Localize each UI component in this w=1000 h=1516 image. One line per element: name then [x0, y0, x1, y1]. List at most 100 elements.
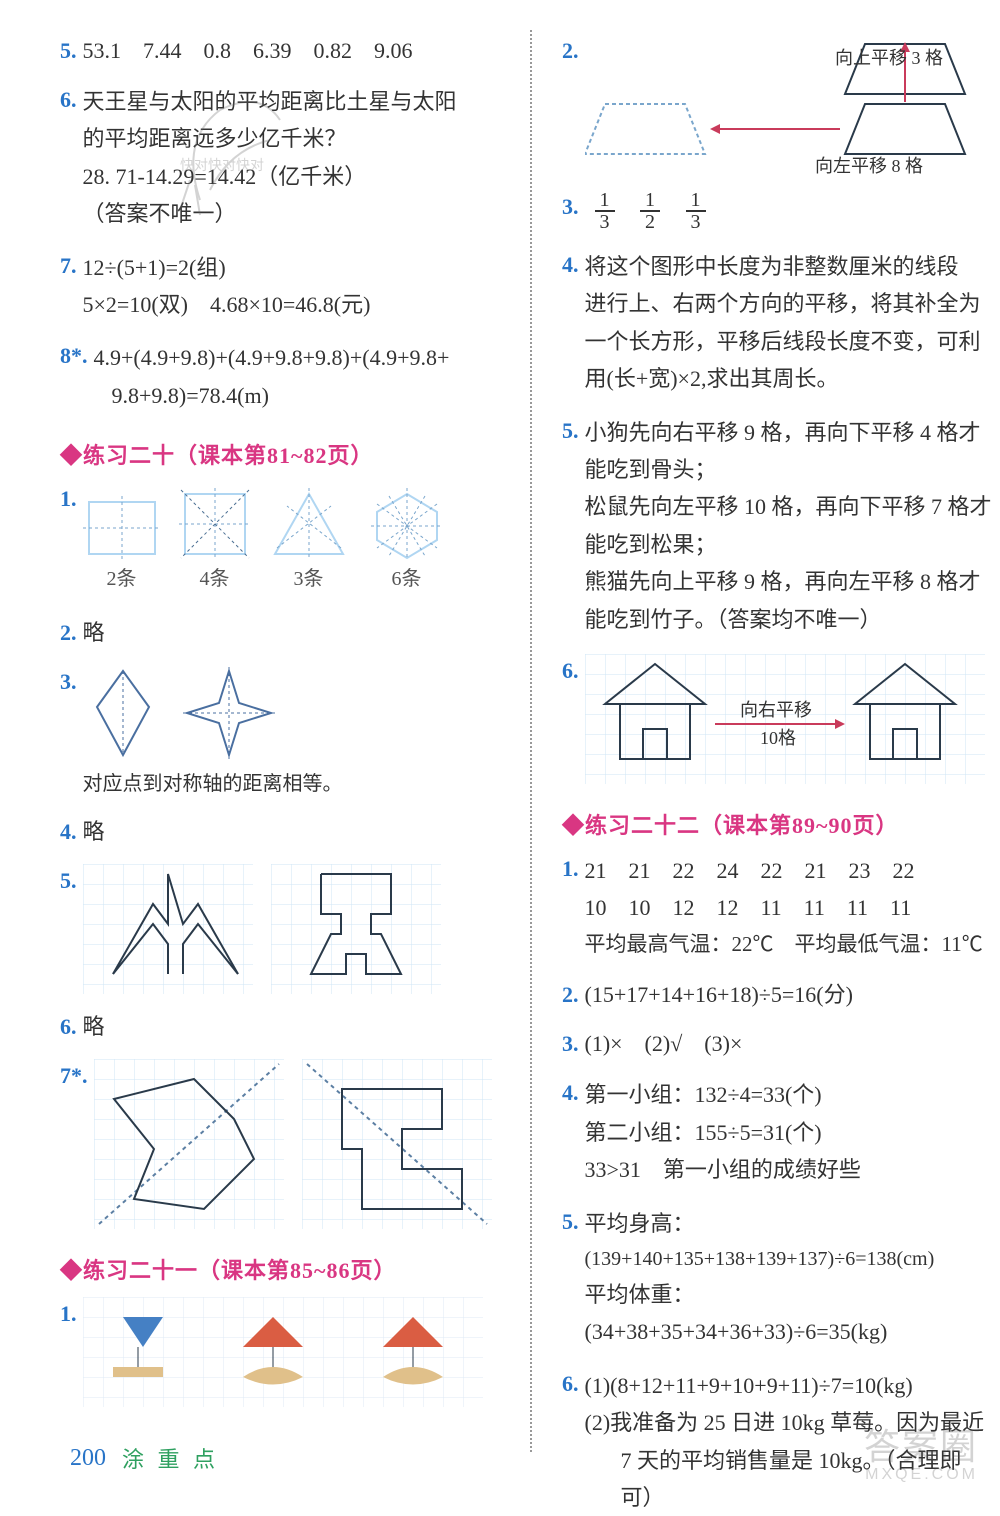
- num: 4.: [562, 1076, 579, 1188]
- l2: 能吃到骨头；: [585, 451, 993, 488]
- r-q2: 2. 向上平移 3 格 向左平移 8 格: [562, 34, 992, 174]
- l1: 将这个图形中长度为非整数厘米的线段: [585, 248, 993, 285]
- row2: 10 10 12 12 11 11 11 11: [585, 889, 993, 926]
- num: 4.: [60, 815, 77, 848]
- num: 5.: [562, 1205, 579, 1351]
- r-q6-fig: 向右平移 10格: [585, 654, 985, 784]
- s22q4: 4. 第一小组：132÷4=33(个) 第二小组：155÷5=31(个) 33>…: [562, 1076, 992, 1188]
- l3: 33>31 第一小组的成绩好些: [585, 1151, 993, 1188]
- num: 7*.: [60, 1059, 88, 1229]
- l3: 平均体重：: [585, 1276, 993, 1313]
- num: 6.: [60, 1010, 77, 1043]
- l2: (139+140+135+138+139+137)÷6=138(cm): [585, 1242, 993, 1276]
- row1: 21 21 22 24 22 21 23 22: [585, 852, 993, 889]
- shape-triangle: [269, 488, 349, 560]
- section-20-head: ◆练习二十（课本第81~82页）: [60, 438, 500, 470]
- r-q6-lab2: 10格: [760, 728, 796, 748]
- num: 1.: [562, 852, 579, 962]
- num: 2.: [562, 978, 579, 1011]
- r-q4: 4. 将这个图形中长度为非整数厘米的线段 进行上、右两个方向的平移，将其补全为 …: [562, 248, 992, 398]
- q5: 5. 53.1 7.44 0.8 6.39 0.82 9.06: [60, 34, 500, 67]
- l3: 7 天的平均销售量是 10kg。（合理即可）: [585, 1442, 993, 1516]
- num: 5.: [60, 34, 77, 67]
- txt: (1)× (2)√ (3)×: [585, 1027, 993, 1060]
- s22q2: 2. (15+17+14+16+18)÷5=16(分): [562, 978, 992, 1011]
- q5-values: 53.1 7.44 0.8 6.39 0.82 9.06: [83, 34, 501, 67]
- page-footer: 200 涂 重 点: [70, 1442, 219, 1474]
- cap-0: 2条: [107, 564, 137, 594]
- q7: 7. 12÷(5+1)=2(组) 5×2=10(双) 4.68×10=46.8(…: [60, 249, 500, 324]
- shape-rect: [83, 496, 161, 560]
- cap-2: 3条: [294, 564, 324, 594]
- l2: (2)我准备为 25 日进 10kg 草莓。因为最近: [585, 1404, 993, 1441]
- s20q3-note: 对应点到对称轴的距离相等。: [83, 769, 501, 799]
- r-q6-lab1: 向右平移: [740, 700, 812, 720]
- l3: 松鼠先向左平移 10 格，再向下平移 7 格才: [585, 488, 993, 525]
- num: 1.: [60, 1297, 77, 1407]
- l4: 用(长+宽)×2,求出其周长。: [585, 360, 993, 397]
- q6-l3: 28. 71-14.29=14.42（亿千米）: [83, 158, 501, 195]
- num: 5.: [562, 414, 579, 638]
- cap-1: 4条: [200, 564, 230, 594]
- cap-3: 6条: [392, 564, 422, 594]
- s20q5-fig2: [271, 864, 441, 994]
- num: 4.: [562, 248, 579, 398]
- num: 6.: [562, 1367, 579, 1516]
- lab-bot: 向左平移 8 格: [815, 156, 923, 174]
- s20q6-txt: 略: [83, 1010, 501, 1043]
- num: 5.: [60, 864, 77, 994]
- s20q5-fig1: [83, 864, 253, 994]
- shape-hexagon: [367, 488, 447, 560]
- s20q1: 1. 2条: [60, 482, 500, 600]
- frac-2: 13: [686, 190, 706, 232]
- txt: (15+17+14+16+18)÷5=16(分): [585, 978, 993, 1011]
- r-q6: 6. 向右平移: [562, 654, 992, 784]
- q7-l1: 12÷(5+1)=2(组): [83, 249, 501, 286]
- s20q7-fig1: [94, 1059, 284, 1229]
- frac-1: 12: [640, 190, 660, 232]
- s20q1-shapes: 2条 4条: [83, 488, 501, 594]
- shape-kite: [83, 665, 163, 761]
- s20q4: 4. 略: [60, 815, 500, 848]
- l4: 能吃到松果；: [585, 526, 993, 563]
- q7-l2: 5×2=10(双) 4.68×10=46.8(元): [83, 286, 501, 323]
- num: 2.: [562, 34, 579, 174]
- q6-l2: 的平均距离远多少亿千米？: [83, 120, 501, 157]
- page-number: 200: [70, 1445, 106, 1472]
- q6-l4: （答案不唯一）: [83, 195, 501, 232]
- num: 7.: [60, 249, 77, 324]
- s22q6: 6. (1)(8+12+11+9+10+9+11)÷7=10(kg) (2)我准…: [562, 1367, 992, 1516]
- num: 3.: [60, 665, 77, 799]
- num: 6.: [60, 83, 77, 233]
- column-divider: [530, 30, 532, 1452]
- page-title: 涂 重 点: [122, 1442, 219, 1474]
- section-21-head: ◆练习二十一（课本第85~86页）: [60, 1253, 500, 1285]
- num: 8*.: [60, 339, 88, 414]
- q8-l1: 4.9+(4.9+9.8)+(4.9+9.8+9.8)+(4.9+9.8+: [94, 339, 501, 376]
- l3: 一个长方形，平移后线段长度不变，可利: [585, 323, 993, 360]
- shape-square: [179, 488, 251, 560]
- l2: 第二小组：155÷5=31(个): [585, 1114, 993, 1151]
- s20q5: 5.: [60, 864, 500, 994]
- s22q5: 5. 平均身高： (139+140+135+138+139+137)÷6=138…: [562, 1205, 992, 1351]
- row3: 平均最高气温：22℃ 平均最低气温：11℃: [585, 927, 993, 963]
- q8: 8*. 4.9+(4.9+9.8)+(4.9+9.8+9.8)+(4.9+9.8…: [60, 339, 500, 414]
- l1: 小狗先向右平移 9 格，再向下平移 4 格才: [585, 414, 993, 451]
- r-q3: 3. 13 12 13: [562, 190, 992, 232]
- q6: 6. 天王星与太阳的平均距离比土星与太阳 的平均距离远多少亿千米？ 28. 71…: [60, 83, 500, 233]
- l6: 能吃到竹子。（答案均不唯一）: [585, 601, 993, 638]
- num: 2.: [60, 616, 77, 649]
- s22q3: 3. (1)× (2)√ (3)×: [562, 1027, 992, 1060]
- s22q1: 1. 21 21 22 24 22 21 23 22 10 10 12 12 1…: [562, 852, 992, 962]
- num: 3.: [562, 190, 579, 232]
- s20q7-fig2: [302, 1059, 492, 1229]
- s20q3: 3. 对应点到对称轴的距离相等。: [60, 665, 500, 799]
- r-q2-fig: 向上平移 3 格 向左平移 8 格: [585, 34, 985, 174]
- num: 6.: [562, 654, 579, 784]
- q6-l1: 天王星与太阳的平均距离比土星与太阳: [83, 83, 501, 120]
- num: 3.: [562, 1027, 579, 1060]
- s20q4-txt: 略: [83, 815, 501, 848]
- s21q1-fig: [83, 1297, 483, 1407]
- r-q5: 5. 小狗先向右平移 9 格，再向下平移 4 格才 能吃到骨头； 松鼠先向左平移…: [562, 414, 992, 638]
- s20q2-txt: 略: [83, 616, 501, 649]
